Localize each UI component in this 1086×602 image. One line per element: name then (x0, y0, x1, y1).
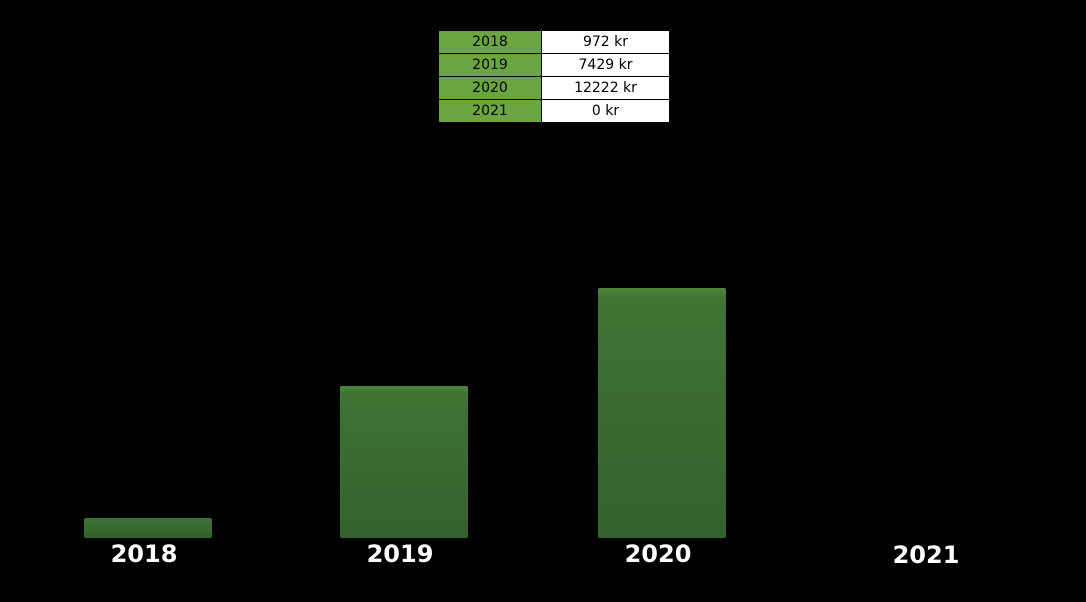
table-row: 2021 0 kr (438, 99, 670, 123)
table-year-cell: 2021 (438, 99, 542, 123)
x-tick-label-2019: 2019 (367, 540, 434, 568)
table-year-cell: 2018 (438, 30, 542, 54)
value-table: 2018 972 kr 2019 7429 kr 2020 12222 kr 2… (438, 30, 670, 123)
table-value-cell: 7429 kr (541, 53, 670, 77)
x-tick-label-2021: 2021 (893, 541, 960, 569)
bar-2018 (84, 518, 212, 538)
x-tick-label-2018: 2018 (111, 540, 178, 568)
table-row: 2019 7429 kr (438, 53, 670, 77)
category-labels: 2018 2019 2020 2021 (111, 540, 960, 569)
bar-2020 (598, 288, 726, 538)
bar-2019 (340, 386, 468, 538)
bar-series (84, 288, 726, 538)
x-tick-label-2020: 2020 (625, 540, 692, 568)
table-year-cell: 2020 (438, 76, 542, 100)
table-value-cell: 0 kr (541, 99, 670, 123)
